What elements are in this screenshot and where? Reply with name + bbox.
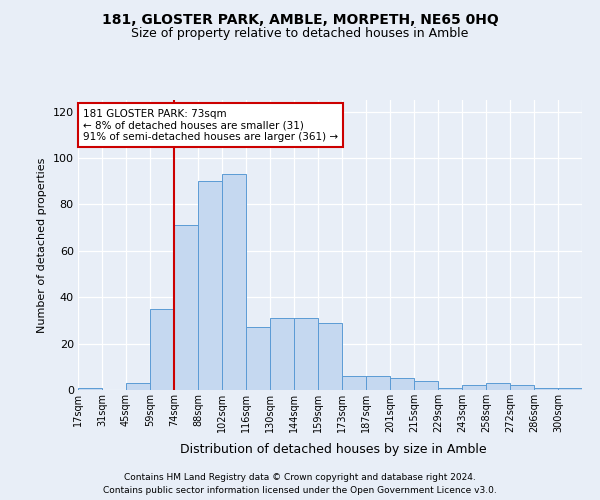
Bar [558, 388, 582, 390]
Text: 181 GLOSTER PARK: 73sqm
← 8% of detached houses are smaller (31)
91% of semi-det: 181 GLOSTER PARK: 73sqm ← 8% of detached… [83, 108, 338, 142]
Bar [294, 318, 318, 390]
Bar [78, 388, 102, 390]
Bar [438, 388, 462, 390]
Bar [222, 174, 246, 390]
Text: Contains public sector information licensed under the Open Government Licence v3: Contains public sector information licen… [103, 486, 497, 495]
Bar [150, 309, 174, 390]
Text: Contains HM Land Registry data © Crown copyright and database right 2024.: Contains HM Land Registry data © Crown c… [124, 472, 476, 482]
Bar [342, 376, 366, 390]
Text: Distribution of detached houses by size in Amble: Distribution of detached houses by size … [179, 442, 487, 456]
Bar [534, 388, 558, 390]
Bar [366, 376, 390, 390]
Bar [510, 386, 534, 390]
Bar [390, 378, 414, 390]
Bar [462, 386, 486, 390]
Bar [318, 322, 342, 390]
Y-axis label: Number of detached properties: Number of detached properties [37, 158, 47, 332]
Bar [270, 318, 294, 390]
Bar [486, 383, 510, 390]
Bar [246, 328, 270, 390]
Bar [198, 181, 222, 390]
Bar [126, 383, 150, 390]
Text: Size of property relative to detached houses in Amble: Size of property relative to detached ho… [131, 28, 469, 40]
Bar [414, 380, 438, 390]
Text: 181, GLOSTER PARK, AMBLE, MORPETH, NE65 0HQ: 181, GLOSTER PARK, AMBLE, MORPETH, NE65 … [101, 12, 499, 26]
Bar [174, 226, 198, 390]
